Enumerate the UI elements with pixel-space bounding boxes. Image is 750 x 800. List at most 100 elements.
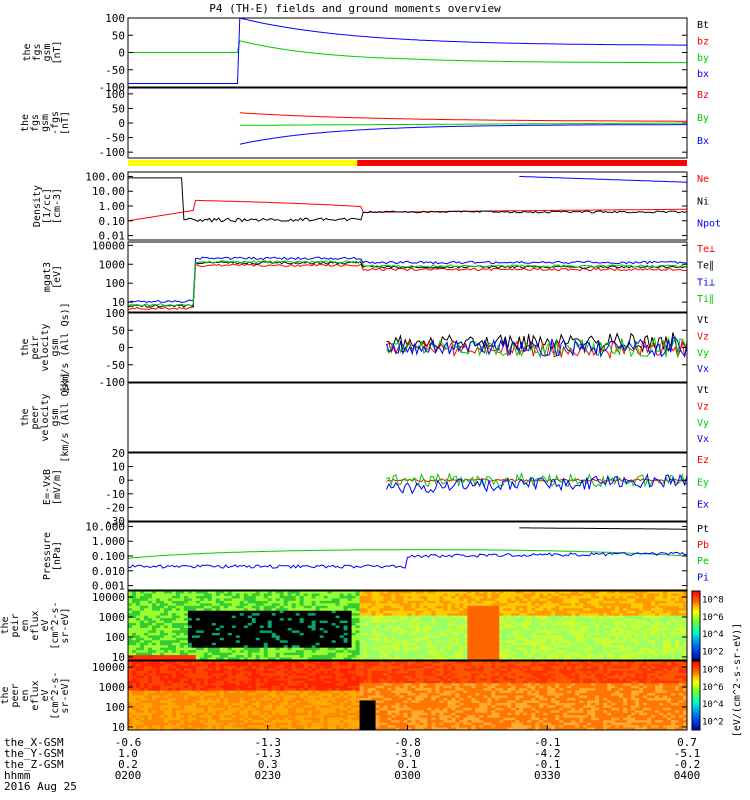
series-Ey-line [386,471,687,489]
colorbar-label: [eV/(cm^2-s-sr-eV)] [732,623,743,737]
y-tick-label: -100 [99,376,126,389]
legend-Ne: Ne [697,174,709,185]
legend-Bz: Bz [697,90,709,101]
x-row-value: -0.8 [394,736,421,749]
colorbar-tick-label: 10^6 [702,683,724,693]
y-axis-label: [cm^2-s- [50,601,61,649]
legend-Te∥: Te∥ [697,261,714,272]
series-Pe-line [128,549,687,559]
legend-Pi: Pi [697,572,709,583]
y-axis-label: velocity [40,323,51,371]
colorbar-tick-label: 10^4 [702,630,724,640]
x-row-value: 0200 [115,769,142,782]
panel-4: 10000 1000 100 10 mgat3 [eV] Te⊥ Te∥ Ti⊥ Ti∥ [42,239,715,313]
panel-8-traces [128,527,687,569]
x-row-value: -4.2 [534,747,561,760]
y-tick-label: 100 [105,307,125,320]
legend-Ez: Ez [697,455,709,466]
y-axis-label: fgs [30,114,41,132]
plot-title: P4 (TH-E) fields and ground moments over… [209,2,501,15]
series-bx-line [128,18,687,84]
y-tick-label: -100 [99,81,126,94]
x-row-value: 0.2 [118,758,138,771]
y-tick-label: 10.000 [85,520,125,533]
y-tick-label: 1.00 [99,200,126,213]
series-Pt-line [519,527,687,530]
y-tick-label: 0.01 [99,230,126,243]
y-axis-label: the [22,43,33,61]
y-axis-label: the [20,114,31,132]
x-row-label: the_Y-GSM [4,747,64,760]
x-row-value: -0.6 [115,736,142,749]
y-tick-label: 0 [118,117,125,130]
y-axis-label: the [0,686,11,704]
legend-Ti⊥: Ti⊥ [697,277,715,288]
y-tick-label: 100 [105,701,125,714]
legend-Vx: Vx [697,434,709,445]
panel-9: 10000 1000 100 10 the peir en eflux eV [cm^2-s-sr… [0,590,688,664]
x-row-value: -0.1 [534,758,561,771]
colorbars: 10^2 10^4 10^6 10^8 10^2 10^4 10^6 10^8 [691,590,724,731]
x-row-value: 0.1 [398,758,418,771]
x-row-label: the_X-GSM [4,736,64,749]
panel-frame [127,521,688,591]
y-tick-label: 0.010 [92,565,125,578]
y-tick-label: 10000 [92,239,125,252]
y-axis-label: sr-eV] [60,607,71,643]
panel-frame [127,382,688,453]
y-tick-label: 50 [112,102,125,115]
colorbar-tick-label: 10^6 [702,613,724,623]
y-tick-label: 100 [105,88,125,101]
y-tick-label: -50 [105,132,125,145]
panel-frame [127,241,688,313]
y-axis-label: E=-VxB [42,469,53,505]
colorbar-2 [691,660,701,731]
series-Ti⊥-line [128,256,687,304]
x-row-value: 0.3 [258,758,278,771]
series-Pi-line [128,551,687,569]
y-axis-label: [cm-3] [52,188,63,224]
panel-6: the peer velocity gsm [km/s (All Qs)] Vt Vz Vy V… [20,372,709,462]
panel-3-traces [128,175,687,223]
panel-3: 100.00 10.00 1.00 0.10 0.01 Density [1/cc] [cm-… [32,170,721,242]
y-tick-label: 1.000 [92,535,125,548]
legend-Pb: Pb [697,540,709,551]
y-axis-label: [mV/m] [52,469,63,505]
y-axis-label: eflux [30,610,41,640]
legend-Ey: Ey [697,477,709,488]
x-row-value: 1.0 [118,747,138,760]
legend-Vz: Vz [697,401,709,412]
y-tick-label: 1000 [99,258,126,271]
legend-Vy: Vy [697,418,709,429]
y-tick-label: 100.00 [85,170,125,183]
legend-Te⊥: Te⊥ [697,244,715,255]
panel-7-traces [386,471,687,495]
x-axis: the_X-GSM -0.6 -1.3 -0.8 -0.1 0.7 the_Y-GSM 1.0… [4,725,700,793]
x-row-value: 0230 [255,769,282,782]
y-tick-label: -20 [105,501,125,514]
series-Vx-line [386,337,687,358]
y-tick-label: 10000 [92,661,125,674]
series-Te∥-line [128,261,687,308]
x-row-value: -0.2 [674,758,701,771]
y-axis-label: [km/s (All Qs)] [60,302,71,392]
y-axis-label: peer [30,405,41,429]
legend-bz: bz [697,36,709,47]
y-axis-label: en [20,689,31,701]
y-tick-label: -30 [105,515,125,528]
y-axis-label: [1/cc] [42,188,53,224]
y-axis-label: gsm [42,43,53,61]
y-tick-label: 10 [112,296,125,309]
panel-4-traces [128,256,687,310]
x-row-label: hhmm [4,769,31,782]
series-Ti∥-line [128,259,687,307]
series-Ex-line [386,473,687,495]
y-axis-label: the [20,338,31,356]
y-tick-label: 0 [118,474,125,487]
y-axis-label: fgs [32,43,43,61]
y-tick-label: 0 [118,342,125,355]
x-row-value: -0.1 [534,736,561,749]
